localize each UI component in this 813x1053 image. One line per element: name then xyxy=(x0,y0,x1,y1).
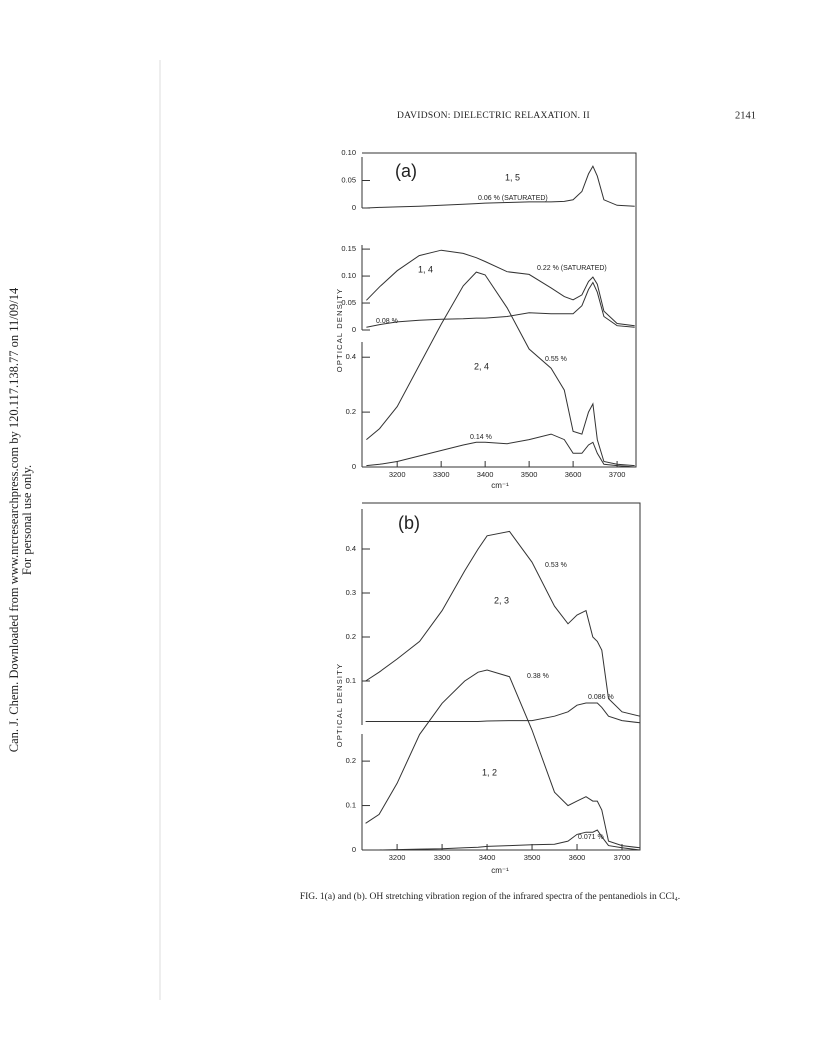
y-tick-label: 0.2 xyxy=(346,632,356,641)
y-tick-label: 0.15 xyxy=(341,244,356,253)
y-tick-label: 0 xyxy=(352,845,356,854)
series-label: 0.08 % xyxy=(376,318,398,325)
x-tick-label: 3300 xyxy=(433,470,450,479)
series-label: 0.071 % xyxy=(578,834,604,841)
x-tick-label: 3400 xyxy=(477,470,494,479)
series-label: 0.38 % xyxy=(527,673,549,680)
annotation: (a) xyxy=(395,161,417,181)
x-tick-label: 3600 xyxy=(569,853,586,862)
side-note: For personal use only. xyxy=(20,465,34,575)
x-tick-label: 3400 xyxy=(479,853,496,862)
series-label: 0.55 % xyxy=(545,356,567,363)
annotation: 1, 5 xyxy=(505,172,520,182)
spectrum-line xyxy=(365,530,641,717)
spectrum-line xyxy=(366,281,635,328)
spectrum-line xyxy=(366,433,635,468)
y-tick-label: 0.1 xyxy=(346,676,356,685)
y-tick-label: 0.10 xyxy=(341,271,356,280)
annotation: 1, 2 xyxy=(482,767,497,777)
y-tick-label: 0.2 xyxy=(346,756,356,765)
series-label: 0.14 % xyxy=(470,434,492,441)
spectrum-line xyxy=(366,271,635,467)
x-tick-label: 3200 xyxy=(389,853,406,862)
y-tick-label: 0.2 xyxy=(346,407,356,416)
annotation: 1, 4 xyxy=(418,264,433,274)
x-axis-label: cm⁻¹ xyxy=(491,481,509,490)
x-tick-label: 3500 xyxy=(521,470,538,479)
running-title: DAVIDSON: DIELECTRIC RELAXATION. II xyxy=(397,111,590,121)
x-tick-label: 3200 xyxy=(389,470,406,479)
spectrum-line xyxy=(365,829,641,851)
y-tick-label: 0.1 xyxy=(346,801,356,810)
side-note: Can. J. Chem. Downloaded from www.nrcres… xyxy=(7,287,21,752)
x-tick-label: 3500 xyxy=(524,853,541,862)
y-tick-label: 0.4 xyxy=(346,352,356,361)
spectrum-line xyxy=(366,165,635,209)
x-tick-label: 3700 xyxy=(614,853,631,862)
figure-frame xyxy=(362,502,641,851)
x-axis-label: cm⁻¹ xyxy=(491,866,509,875)
annotation: 2, 3 xyxy=(494,595,509,605)
spectrum-line xyxy=(366,249,635,327)
annotation: (b) xyxy=(398,513,420,533)
y-tick-label: 0.05 xyxy=(341,298,356,307)
x-tick-label: 3700 xyxy=(609,470,626,479)
y-tick-label: 0 xyxy=(352,203,356,212)
y-tick-label: 0.10 xyxy=(341,148,356,157)
y-tick-label: 0.3 xyxy=(346,588,356,597)
y-tick-label: 0 xyxy=(352,462,356,471)
series-label: 0.22 % (SATURATED) xyxy=(537,265,607,272)
y-tick-label: 0.4 xyxy=(346,544,356,553)
caption: FIG. 1(a) and (b). OH stretching vibrati… xyxy=(300,891,680,902)
y-axis-label: OPTICAL DENSITY xyxy=(335,288,344,372)
spectrum-line xyxy=(365,702,641,724)
annotation: 2, 4 xyxy=(474,361,489,371)
spectrum-line xyxy=(365,669,641,849)
y-tick-label: 0 xyxy=(352,325,356,334)
page-number: 2141 xyxy=(735,110,756,121)
series-label: 0.53 % xyxy=(545,562,567,569)
series-label: 0.086 % xyxy=(588,694,614,701)
x-tick-label: 3300 xyxy=(434,853,451,862)
x-tick-label: 3600 xyxy=(565,470,582,479)
figure-frame xyxy=(362,152,637,468)
series-label: 0.06 % (SATURATED) xyxy=(478,195,548,202)
y-tick-label: 0.05 xyxy=(341,175,356,184)
y-axis-label: OPTICAL DENSITY xyxy=(335,663,344,747)
